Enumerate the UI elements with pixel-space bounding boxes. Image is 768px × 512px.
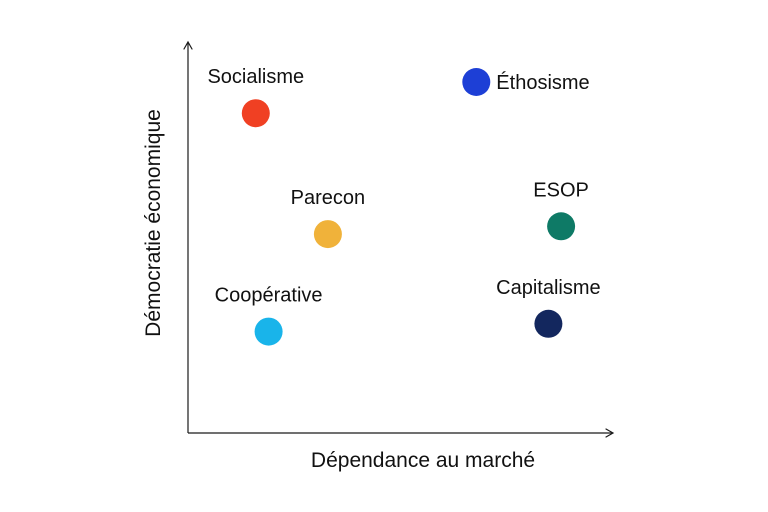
- point-label-esop: ESOP: [533, 179, 589, 201]
- point-capitalisme: Capitalisme: [496, 277, 601, 338]
- point-label-capitalisme: Capitalisme: [496, 277, 600, 299]
- point-marker-ethosisme: [462, 68, 491, 96]
- point-label-socialisme: Socialisme: [207, 66, 304, 88]
- points-layer: Socialisme Éthosisme Parecon ESOP Coopérativ…: [207, 66, 601, 346]
- axes: [183, 40, 615, 438]
- point-esop: ESOP: [533, 179, 589, 241]
- point-marker-parecon: [313, 220, 342, 249]
- x-axis-arrow-icon: [605, 428, 615, 438]
- point-label-ethosisme: Éthosisme: [496, 71, 589, 94]
- point-marker-capitalisme: [534, 309, 563, 338]
- point-label-parecon: Parecon: [291, 187, 366, 209]
- point-cooperative: Coopérative: [215, 285, 323, 346]
- y-axis-title: Démocratie économique: [142, 109, 165, 337]
- point-marker-socialisme: [241, 99, 270, 128]
- point-parecon: Parecon: [291, 187, 366, 249]
- point-socialisme: Socialisme: [207, 66, 304, 128]
- point-label-cooperative: Coopérative: [215, 285, 323, 307]
- point-marker-esop: [547, 212, 576, 241]
- point-marker-cooperative: [254, 317, 283, 346]
- y-axis-arrow-icon: [183, 40, 193, 50]
- point-ethosisme: Éthosisme: [462, 68, 590, 96]
- x-axis-title: Dépendance au marché: [311, 449, 535, 472]
